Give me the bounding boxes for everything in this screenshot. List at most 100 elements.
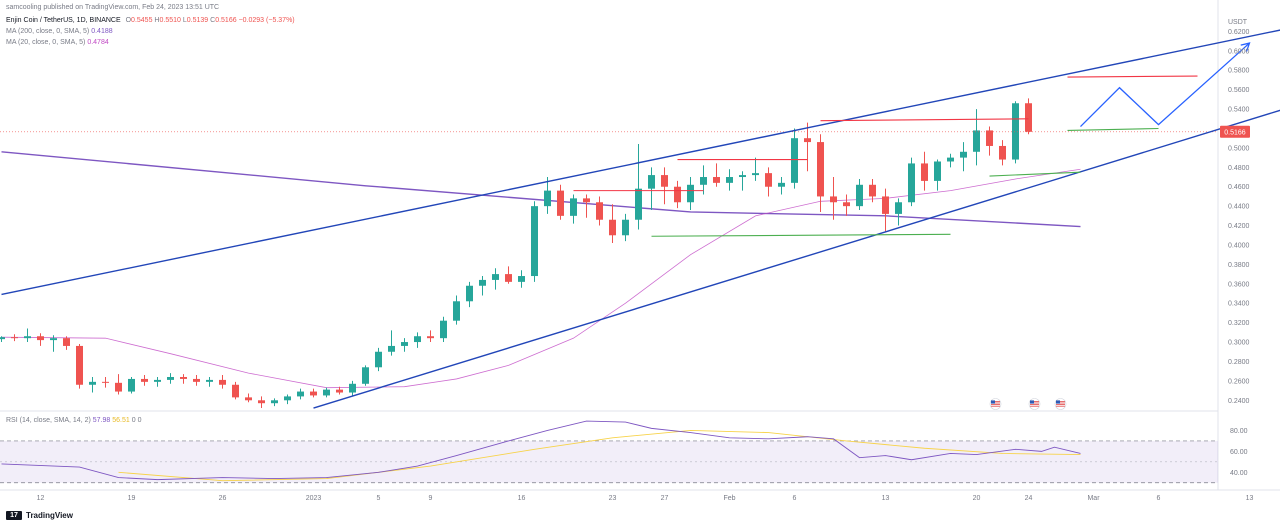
candle-body [661,175,668,187]
candle [11,334,18,342]
price-tick-label: 0.4800 [1228,165,1250,172]
candle-body [167,376,174,380]
price-tick-label: 0.2400 [1228,398,1250,405]
candle [609,204,616,244]
candle [375,347,382,372]
candle-body [739,175,746,178]
candle-body [1012,103,1019,160]
candle [50,335,57,352]
rsi-legend[interactable]: RSI (14, close, SMA, 14, 2) 57.98 56.51 … [6,417,142,424]
tradingview-brand[interactable]: 17 TradingView [6,511,73,520]
candle-body [323,389,330,396]
flag-circle [1028,398,1041,410]
candle-body [674,186,681,203]
candle-body [1025,103,1032,132]
flag-stripe [1030,402,1039,404]
candle-body [0,337,5,340]
time-tick-label: 6 [1157,495,1161,502]
time-tick-label: 23 [609,495,617,502]
flag-stripe [1056,402,1065,404]
price-tick-label: 0.6000 [1228,48,1250,55]
candle [973,109,980,166]
rsi-line [1,420,1081,481]
us-flag-icon[interactable] [1054,398,1067,410]
candle [986,126,993,156]
drawings[interactable] [0,15,1280,409]
candle [622,213,629,242]
tradingview-logo-icon: 17 [6,511,22,520]
flag-canton [1056,400,1060,404]
candle [297,388,304,400]
candle-body [336,389,343,393]
candles [0,98,1032,409]
candle-body [752,173,759,176]
candle-body [245,397,252,401]
candle-body [921,163,928,181]
price-tick-label: 0.2600 [1228,378,1250,385]
us-flag-icon[interactable] [1028,398,1041,410]
price-tick-label: 0.5000 [1228,145,1250,152]
candle-body [427,336,434,339]
candle [765,167,772,197]
candle [635,144,642,230]
candle [1012,101,1019,164]
candle-body [414,336,421,343]
candle [687,177,694,211]
candle [466,281,473,308]
candle [531,201,538,282]
flag-stripe [991,405,1000,407]
candle-body [895,202,902,214]
ma200-legend[interactable]: MA (200, close, 0, SMA, 5) 0.4188 [6,28,113,35]
time-tick-label: 9 [429,495,433,502]
price-axis-currency: USDT [1228,19,1248,26]
time-tick-label: 5 [377,495,381,502]
time-tick-label: 13 [1246,495,1254,502]
price-tick-label: 0.4400 [1228,204,1250,211]
candle [453,295,460,325]
candle-body [583,198,590,203]
candle [908,157,915,207]
flag-circle [989,398,1002,410]
published-line: samcooling published on TradingView.com,… [6,4,220,11]
time-tick-label: 26 [219,495,227,502]
candle [37,333,44,346]
candle [193,375,200,386]
candle-body [492,274,499,280]
candle [232,381,239,400]
candle [414,332,421,348]
price-tick-label: 0.4000 [1228,242,1250,249]
candle-body [141,378,148,382]
current-price-tag [1220,125,1250,138]
candle [492,268,499,290]
ma20-legend[interactable]: MA (20, close, 0, SMA, 5) 0.4784 [6,39,109,46]
candle-body [882,196,889,214]
candle [271,398,278,407]
candle [869,178,876,203]
event-flags[interactable] [989,398,1067,410]
candle-body [700,177,707,185]
candle [583,194,590,218]
candle [674,180,681,209]
time-tick-label: 20 [973,495,981,502]
price-tick-label: 0.5800 [1228,68,1250,75]
time-tick-label: 6 [793,495,797,502]
candle [661,167,668,205]
candle [440,316,447,343]
price-tick-label: 0.3200 [1228,320,1250,327]
candle-body [544,190,551,207]
symbol-name[interactable]: Enjin Coin / TetherUS, 1D, BINANCE [6,17,121,24]
candle-body [960,151,967,158]
candle [596,196,603,226]
candle [700,165,707,195]
candle [401,338,408,352]
candle [999,140,1006,166]
flag-stripe [991,404,1000,405]
us-flag-icon[interactable] [989,398,1002,410]
candle-body [557,190,564,216]
candle-body [310,391,317,396]
projection-arrow-head [1240,42,1251,52]
ma20-value: 0.4784 [87,39,109,46]
candle [349,380,356,396]
candle [505,266,512,284]
